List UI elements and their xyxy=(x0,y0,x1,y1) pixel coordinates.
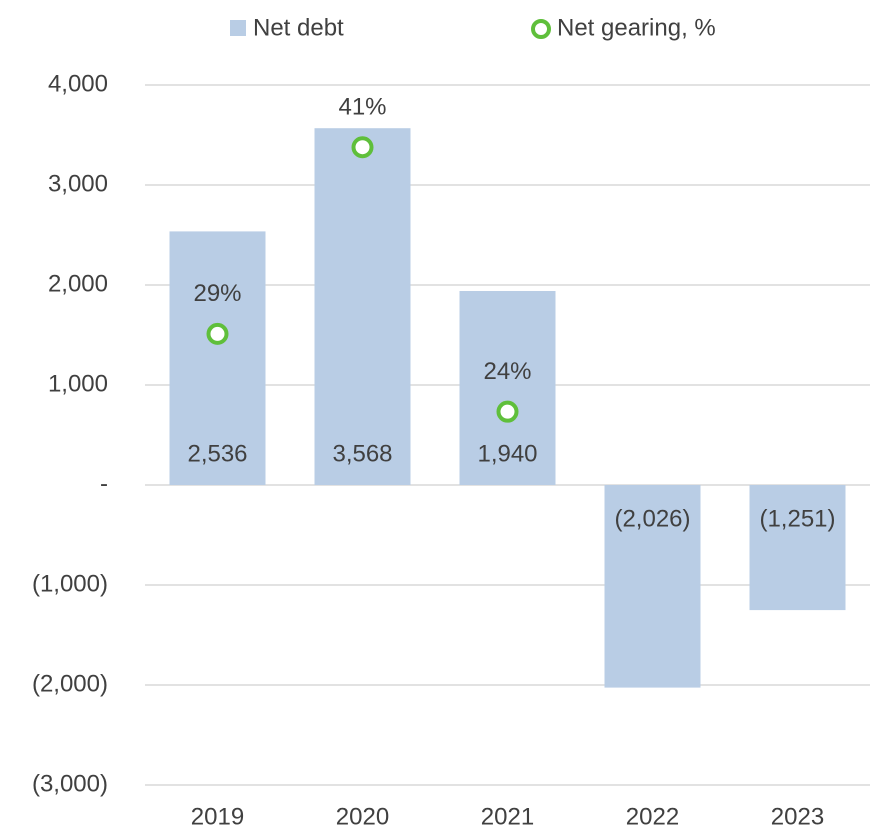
x-tick-label: 2020 xyxy=(336,803,389,830)
y-tick-label: 2,000 xyxy=(48,270,108,297)
y-tick-label: (2,000) xyxy=(32,670,108,697)
x-tick-label: 2019 xyxy=(191,803,244,830)
legend-swatch xyxy=(531,19,551,39)
x-tick-label: 2023 xyxy=(771,803,824,830)
y-tick-label: (1,000) xyxy=(32,570,108,597)
data-label: 29% xyxy=(193,280,241,307)
data-label: (2,026) xyxy=(614,505,690,532)
marker xyxy=(206,322,229,345)
data-label: 24% xyxy=(483,358,531,385)
data-label: (1,251) xyxy=(759,505,835,532)
y-tick-label: 3,000 xyxy=(48,170,108,197)
bar xyxy=(749,485,846,611)
marker xyxy=(351,136,374,159)
legend-label: Net debt xyxy=(253,14,344,41)
y-tick-label: - xyxy=(100,470,108,497)
data-label: 3,568 xyxy=(332,440,392,467)
y-tick-label: 1,000 xyxy=(48,370,108,397)
legend-swatch xyxy=(230,20,246,36)
marker xyxy=(496,400,519,423)
bar xyxy=(169,231,266,485)
bar xyxy=(459,291,556,485)
y-tick-label: 4,000 xyxy=(48,70,108,97)
legend-label: Net gearing, % xyxy=(557,14,716,41)
x-tick-label: 2021 xyxy=(481,803,534,830)
data-label: 41% xyxy=(338,94,386,121)
bar xyxy=(604,485,701,688)
y-tick-label: (3,000) xyxy=(32,770,108,797)
bar xyxy=(314,128,411,485)
data-label: 2,536 xyxy=(187,440,247,467)
data-label: 1,940 xyxy=(477,440,537,467)
x-tick-label: 2022 xyxy=(626,803,679,830)
